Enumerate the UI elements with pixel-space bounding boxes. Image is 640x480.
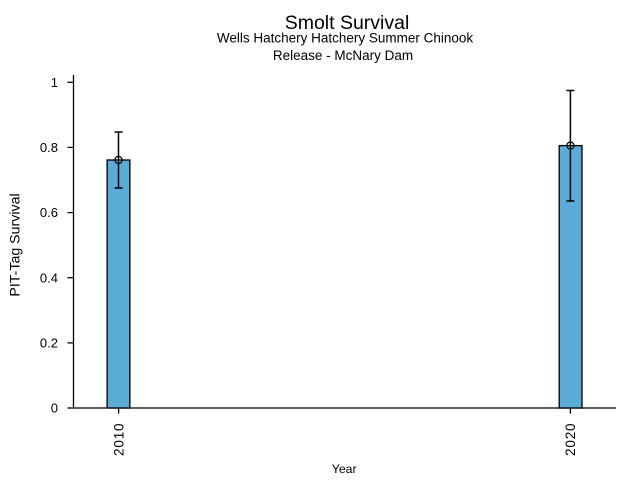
svg-text:0.8: 0.8	[40, 140, 58, 155]
svg-text:0.4: 0.4	[40, 270, 58, 285]
svg-text:PIT-Tag Survival: PIT-Tag Survival	[7, 193, 23, 296]
svg-text:Wells Hatchery Hatchery Summer: Wells Hatchery Hatchery Summer Chinook	[217, 31, 474, 46]
svg-text:Year: Year	[332, 462, 357, 476]
svg-text:0.2: 0.2	[40, 336, 58, 351]
svg-text:Smolt Survival: Smolt Survival	[285, 12, 410, 34]
svg-text:0: 0	[51, 401, 58, 416]
svg-text:2020: 2020	[563, 423, 578, 456]
svg-text:0.6: 0.6	[40, 205, 58, 220]
svg-text:1: 1	[51, 75, 58, 90]
svg-text:Release - McNary Dam: Release - McNary Dam	[273, 48, 413, 63]
svg-text:2010: 2010	[111, 423, 126, 456]
